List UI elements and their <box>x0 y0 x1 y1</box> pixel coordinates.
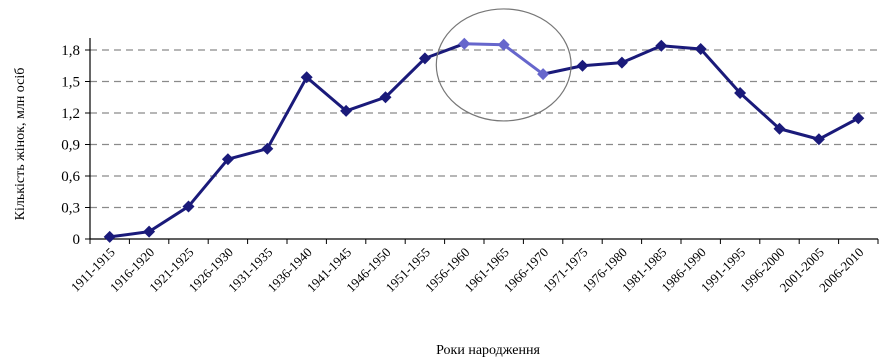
data-point-marker <box>773 122 786 135</box>
data-point-marker <box>300 71 313 84</box>
data-point-marker <box>221 153 234 166</box>
series-segment <box>226 147 269 161</box>
series-segment <box>620 44 663 65</box>
series-segment <box>384 56 427 99</box>
data-point-marker <box>340 104 353 117</box>
data-point-marker <box>379 91 392 104</box>
y-tick-label: 0,6 <box>61 169 80 185</box>
data-point-marker <box>182 200 195 213</box>
series-segment <box>187 157 230 208</box>
y-axis-title: Кількість жінок, млн осіб <box>13 68 28 221</box>
data-point-marker <box>734 87 747 100</box>
series-lines <box>108 42 860 239</box>
y-tick-label: 1,5 <box>61 75 80 91</box>
x-axis-title: Роки народження <box>436 343 540 358</box>
data-point-marker <box>852 112 865 125</box>
series-segment <box>305 75 348 113</box>
series-segment <box>541 64 584 76</box>
series-segment <box>108 230 151 239</box>
series-segment <box>699 47 742 95</box>
series-segment <box>344 95 387 113</box>
y-tick-labels: 0 0,3 0,6 0,9 1,2 1,5 1,8 <box>61 43 80 248</box>
annotation <box>435 8 572 122</box>
series-segment <box>502 43 545 76</box>
data-points <box>103 37 865 243</box>
x-tick-labels: 1911-19151916-19201921-19251926-19301931… <box>68 245 867 295</box>
highlight-ellipse <box>435 8 572 122</box>
data-point-marker <box>103 230 116 243</box>
data-point-marker <box>615 56 628 69</box>
data-point-marker <box>812 133 825 146</box>
data-point-marker <box>655 39 668 52</box>
y-tick-label: 0,9 <box>61 138 80 154</box>
series-segment <box>738 91 781 131</box>
data-point-marker <box>537 68 550 81</box>
data-point-marker <box>458 37 471 50</box>
series-segment <box>817 116 860 141</box>
series-segment <box>462 42 506 47</box>
series-segment <box>659 44 703 51</box>
y-tick-label: 1,8 <box>61 43 80 59</box>
data-point-marker <box>261 142 274 155</box>
y-tick-label: 1,2 <box>61 106 80 122</box>
series-segment <box>147 204 190 234</box>
data-point-marker <box>576 59 589 72</box>
axes <box>89 38 879 244</box>
series-segment <box>581 61 624 68</box>
series-segment <box>423 42 466 60</box>
series-segment <box>778 127 821 141</box>
data-point-marker <box>497 38 510 51</box>
y-tick-label: 0 <box>73 232 81 248</box>
y-tick-label: 0,3 <box>61 201 80 217</box>
data-point-marker <box>143 225 156 238</box>
data-point-marker <box>694 42 707 55</box>
series-segment <box>265 75 309 151</box>
data-point-marker <box>418 52 431 65</box>
gridlines <box>85 49 878 240</box>
